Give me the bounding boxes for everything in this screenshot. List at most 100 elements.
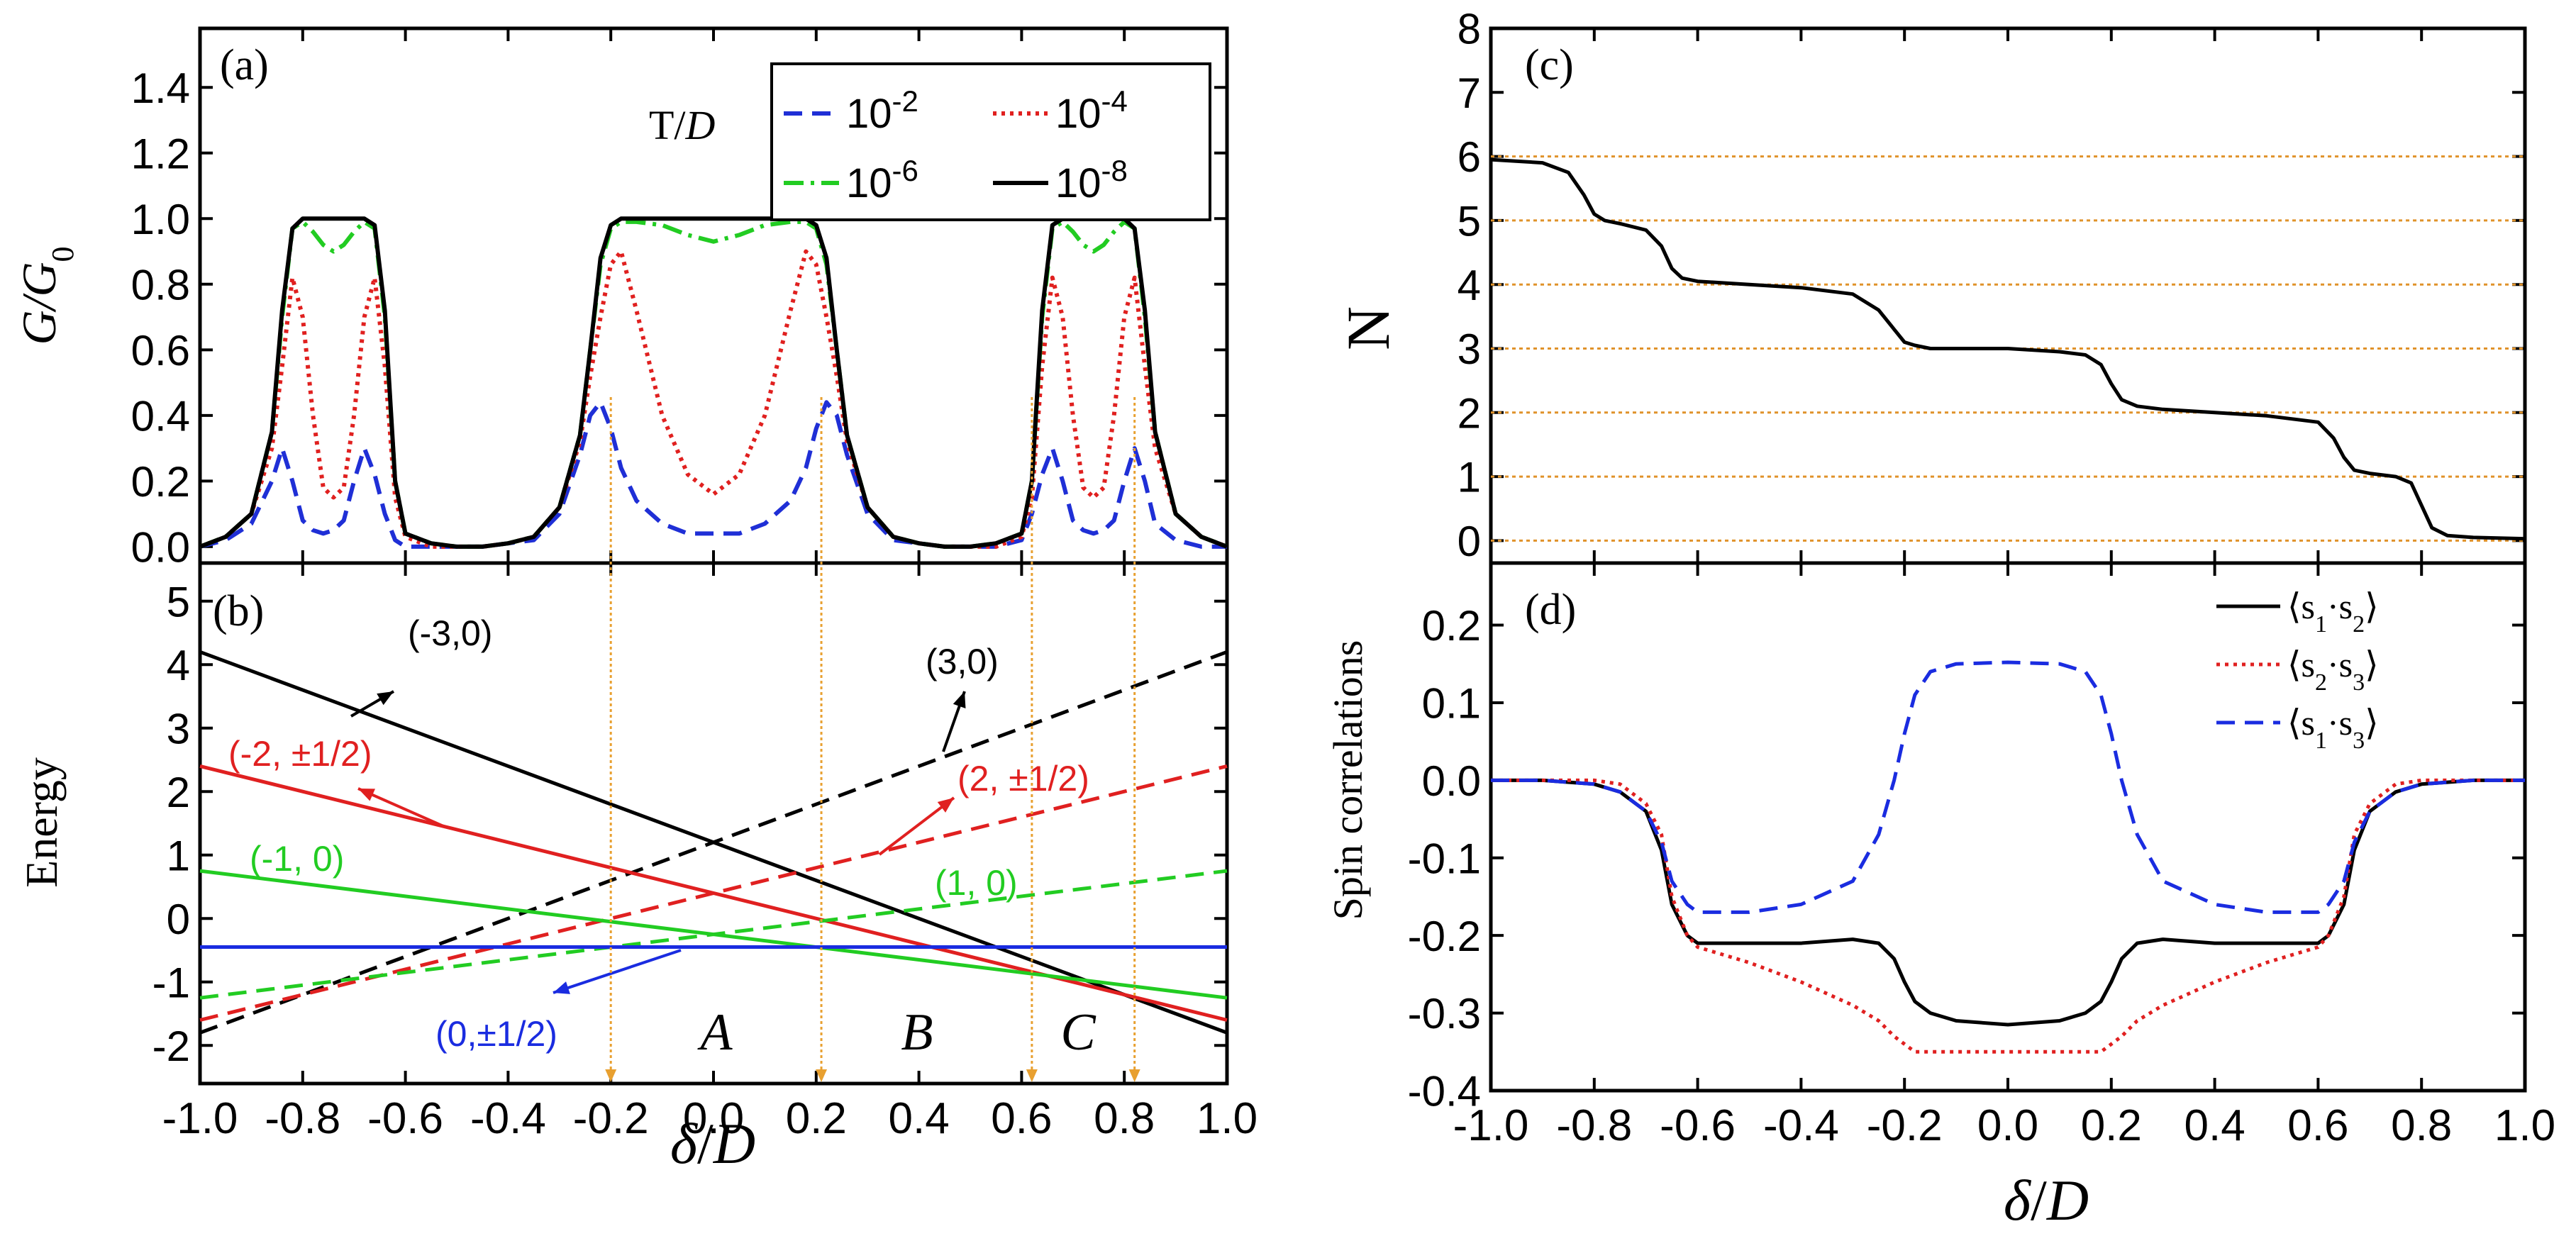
legend-label-base: 10 xyxy=(846,91,892,137)
spin-legend-part: ·s xyxy=(2327,703,2353,742)
panel-b-y-label: Energy xyxy=(16,757,67,888)
legend-title-main: T/ xyxy=(649,102,686,148)
panel-a-ytick-label: 0.0 xyxy=(131,523,190,571)
panel-c-ytick-label: 0 xyxy=(1458,518,1481,565)
legend-label-exponent: -2 xyxy=(892,84,918,118)
panel-d-label: (d) xyxy=(1525,586,1576,634)
panel-d-ytick-label: -0.1 xyxy=(1408,835,1481,882)
spin-legend-part: ·s xyxy=(2327,645,2353,684)
legend-title: T/D xyxy=(649,102,716,148)
label-pointer-arrowhead xyxy=(937,798,954,813)
panel-a-ytick-label: 1.0 xyxy=(131,196,190,243)
panel-d-xtick-label: 0.0 xyxy=(1977,1101,2038,1150)
panel-d-xtick-label: 1.0 xyxy=(2494,1101,2555,1150)
panel-c-frame xyxy=(1489,26,2527,565)
spin-legend-part: ·s xyxy=(2327,586,2353,626)
spin-correlation-curve-0 xyxy=(1491,778,2525,1027)
panel-a-ytick-label: 1.2 xyxy=(131,130,190,177)
legend-label-exponent: -4 xyxy=(1101,84,1128,118)
panel-a-label: (a) xyxy=(220,41,269,89)
label-pointer-arrowhead xyxy=(358,789,375,801)
panel-d-frame xyxy=(1489,561,2527,1093)
legend-label-base: 10 xyxy=(846,160,892,206)
panel-d-xtick-label: -0.2 xyxy=(1867,1101,1943,1150)
region-label: B xyxy=(901,1003,933,1062)
panel-b-xtick-label: -0.6 xyxy=(367,1094,443,1143)
legend-label-base: 10 xyxy=(1055,91,1101,137)
panel-d-legend: ⟨s1·s2⟩⟨s2·s3⟩⟨s1·s3⟩ xyxy=(2216,586,2379,754)
energy-line-label: (0,±1/2) xyxy=(435,1014,557,1054)
legend-label-0: 10-2 xyxy=(846,84,918,138)
energy-line-label: (-3,0) xyxy=(408,613,492,653)
panel-c-series xyxy=(1490,155,2526,542)
panel-d-xtick-label: 0.8 xyxy=(2391,1101,2452,1150)
panel-a-ytick-label: 1.4 xyxy=(131,65,190,112)
energy-line-label: (2, ±1/2) xyxy=(957,759,1089,798)
legend: T/D 10-2 10-410-6 10-8 xyxy=(649,62,1211,221)
panel-c-ytick-label: 3 xyxy=(1458,325,1481,373)
panel-b-x-label: δ/D xyxy=(670,1111,755,1176)
panel-a-y-label: G/G0 xyxy=(12,246,80,345)
conductance-curve-1 xyxy=(199,249,1228,549)
label-pointer-arrowhead xyxy=(377,691,394,706)
spin-legend-label-1: ⟨s2·s3⟩ xyxy=(2287,645,2379,696)
vertical-marker-arrowhead xyxy=(1128,1069,1140,1082)
spin-legend-part: ⟨s xyxy=(2287,703,2315,742)
conductance-curve-0 xyxy=(199,400,1227,549)
energy-line-label: (-2, ±1/2) xyxy=(228,734,372,774)
spin-legend-part: ⟩ xyxy=(2365,703,2379,742)
panel-b-ytick-label: 5 xyxy=(167,578,190,625)
panel-b-xtick-label: 1.0 xyxy=(1197,1094,1258,1143)
panel-b-xtick-label: -1.0 xyxy=(162,1094,238,1143)
panel-a-y-ticks: 0.0 0.2 0.4 0.6 0.8 1.0 1.2 1.4 xyxy=(131,28,1228,571)
panel-b-axis-ticks: -2 -1 0 1 2 3 4 5 -1.0 -0.8 -0.6 -0.4 -0.2 0.0 0.2 0.4 0… xyxy=(152,563,1258,1143)
panel-a-ytick-label: 0.2 xyxy=(131,458,190,506)
panel-b-label: (b) xyxy=(213,587,264,635)
spin-legend-part: ⟨s xyxy=(2287,645,2315,684)
panel-a-ytick-label: 0.6 xyxy=(131,327,190,374)
label-pointer-arrow xyxy=(553,949,682,994)
spin-correlation-curve-2 xyxy=(1491,660,2525,914)
panel-a-y-label-main: G/G xyxy=(12,262,66,345)
panel-a: (a) 0.00.20.40.60.81.01.21.4 G/G0 T/D 10-… xyxy=(12,26,1229,571)
occupation-curve xyxy=(1490,157,2526,541)
panel-d-ytick-label: -0.4 xyxy=(1408,1068,1481,1115)
panel-c-ytick-label: 2 xyxy=(1458,389,1481,437)
panel-b-energy-lines: (-3,0) (3,0) (-2, ±1/2) (2, ±1/2) (-1, 0) (1,… xyxy=(199,397,1228,1082)
spin-legend-part: 1 xyxy=(2315,611,2327,638)
spin-legend-part: 3 xyxy=(2353,669,2365,696)
panel-c-ytick-label: 4 xyxy=(1458,262,1481,309)
panel-a-y-label-sub: 0 xyxy=(45,246,80,262)
panel-d-xtick-label: -0.4 xyxy=(1763,1101,1839,1150)
panel-c-y-label: N xyxy=(1334,306,1402,350)
panel-b-ytick-label: 4 xyxy=(167,642,190,689)
panel-c-label: (c) xyxy=(1525,41,1574,89)
panel-b-xtick-label: 0.2 xyxy=(786,1094,847,1143)
legend-label-1: 10-4 xyxy=(1055,84,1128,138)
spin-legend-label-2: ⟨s1·s3⟩ xyxy=(2287,703,2379,754)
vertical-marker-arrowhead xyxy=(1026,1069,1038,1082)
panel-b-xtick-label: 0.8 xyxy=(1094,1094,1155,1143)
panel-d-ytick-label: 0.2 xyxy=(1422,602,1481,650)
panel-b-xtick-label: 0.4 xyxy=(888,1094,949,1143)
vertical-marker-arrowhead xyxy=(816,1069,828,1082)
panel-b-ytick-label: 0 xyxy=(167,896,190,943)
panel-a-series xyxy=(199,216,1228,549)
conductance-curve-3 xyxy=(199,216,1228,549)
panel-d-xtick-label: 0.4 xyxy=(2184,1101,2245,1150)
region-label: C xyxy=(1060,1003,1097,1062)
conductance-curve-2 xyxy=(199,219,1228,549)
panel-d-xtick-label: -1.0 xyxy=(1453,1101,1529,1150)
panel-d: (d) -0.4-0.3-0.2-0.10.00.10.2-1.0 -0.8 -0.… xyxy=(1325,561,2555,1232)
panel-d-ytick-label: 0.1 xyxy=(1422,680,1481,728)
spin-legend-part: 2 xyxy=(2315,669,2327,696)
legend-label-3: 10-8 xyxy=(1055,154,1128,207)
legend-label-exponent: -6 xyxy=(892,154,918,187)
panel-d-ytick-label: -0.3 xyxy=(1408,990,1481,1037)
panel-c: (c) 0 1 2 3 4 5 6 7 8 N xyxy=(1334,6,2527,565)
energy-line-label: (3,0) xyxy=(926,642,999,681)
spin-correlation-curve-1 xyxy=(1491,778,2525,1054)
legend-box xyxy=(770,62,1211,221)
spin-legend-part: ⟨s xyxy=(2287,586,2315,626)
